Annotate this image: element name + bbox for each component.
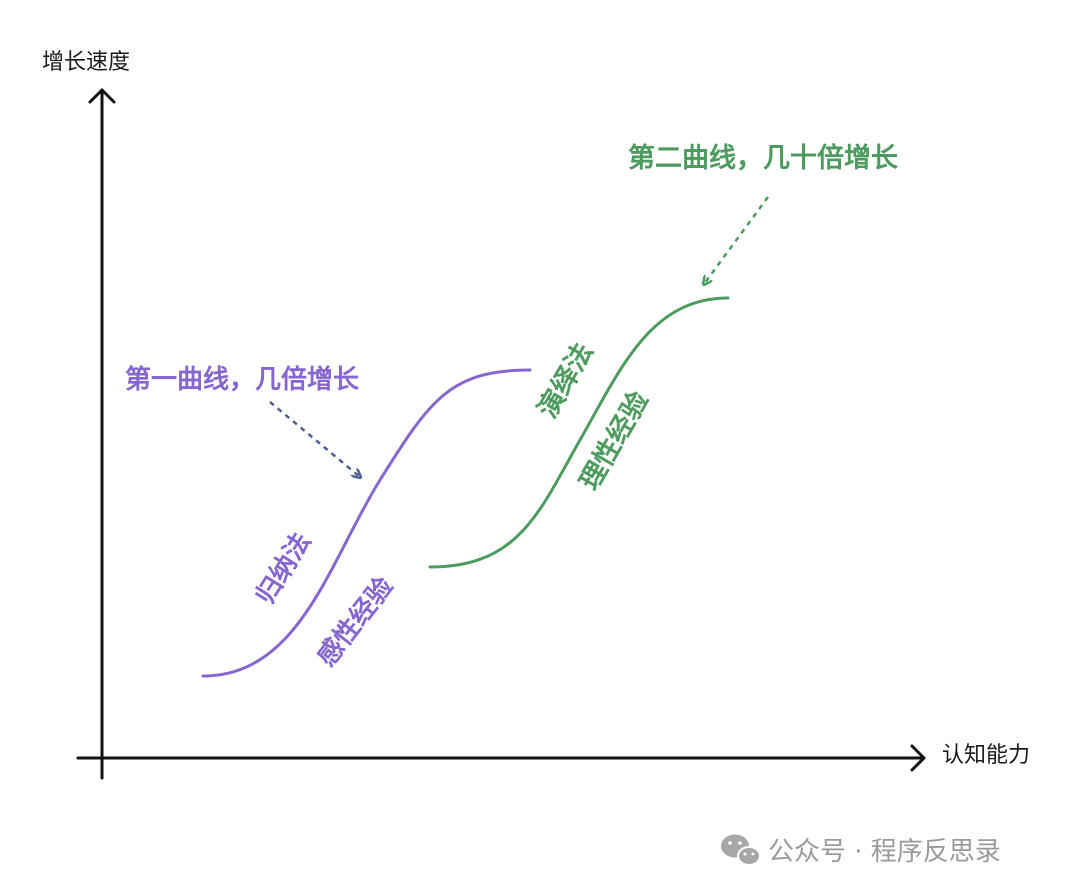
y-axis — [88, 88, 116, 780]
second-curve — [428, 296, 730, 569]
second-curve-basis-label: 理性经验 — [573, 386, 655, 496]
first-curve-pointer-arrow — [269, 401, 360, 477]
x-axis-label: 认知能力 — [942, 743, 1030, 768]
x-axis-arrowhead-icon — [910, 744, 926, 772]
watermark-text: 公众号 · 程序反思录 — [768, 837, 1001, 867]
first-curve-title: 第一曲线，几倍增长 — [125, 364, 360, 395]
second-curve-method-label: 演绎法 — [531, 337, 599, 423]
y-axis-arrowhead-icon — [88, 88, 116, 104]
x-axis — [76, 744, 926, 772]
wechat-icon — [721, 834, 761, 866]
first-curve — [201, 368, 532, 678]
first-curve-method-label: 归纳法 — [250, 527, 318, 610]
first-curve-basis-label: 感性经验 — [311, 571, 399, 672]
y-axis-label: 增长速度 — [42, 50, 130, 75]
second-curve-pointer-arrow — [704, 196, 770, 284]
second-curve-title: 第二曲线，几十倍增长 — [628, 142, 899, 174]
